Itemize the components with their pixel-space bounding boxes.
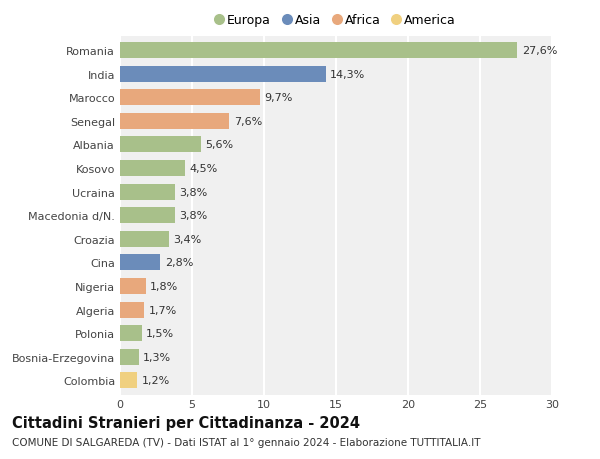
Text: 9,7%: 9,7% — [264, 93, 292, 103]
Text: 3,4%: 3,4% — [173, 234, 202, 244]
Text: 5,6%: 5,6% — [205, 140, 233, 150]
Text: 3,8%: 3,8% — [179, 211, 207, 221]
Text: Cittadini Stranieri per Cittadinanza - 2024: Cittadini Stranieri per Cittadinanza - 2… — [12, 415, 360, 431]
Text: 2,8%: 2,8% — [164, 258, 193, 268]
Text: 1,2%: 1,2% — [142, 375, 170, 386]
Bar — [120, 325, 142, 341]
Bar — [120, 113, 229, 129]
Text: 1,8%: 1,8% — [150, 281, 178, 291]
Bar — [120, 43, 517, 59]
Text: 1,5%: 1,5% — [146, 329, 174, 338]
Bar — [120, 302, 145, 318]
Text: 4,5%: 4,5% — [189, 163, 217, 174]
Text: 3,8%: 3,8% — [179, 187, 207, 197]
Text: 14,3%: 14,3% — [330, 69, 365, 79]
Legend: Europa, Asia, Africa, America: Europa, Asia, Africa, America — [216, 14, 456, 27]
Bar — [120, 90, 260, 106]
Bar — [120, 255, 160, 271]
Bar — [120, 184, 175, 200]
Bar — [120, 349, 139, 365]
Bar — [120, 278, 146, 294]
Bar — [120, 208, 175, 224]
Text: 1,7%: 1,7% — [149, 305, 177, 315]
Text: 1,3%: 1,3% — [143, 352, 171, 362]
Bar — [120, 161, 185, 177]
Text: 7,6%: 7,6% — [234, 117, 262, 127]
Bar — [120, 67, 326, 83]
Text: COMUNE DI SALGAREDA (TV) - Dati ISTAT al 1° gennaio 2024 - Elaborazione TUTTITAL: COMUNE DI SALGAREDA (TV) - Dati ISTAT al… — [12, 437, 481, 447]
Text: 27,6%: 27,6% — [522, 46, 557, 56]
Bar — [120, 231, 169, 247]
Bar — [120, 137, 200, 153]
Bar — [120, 373, 137, 389]
